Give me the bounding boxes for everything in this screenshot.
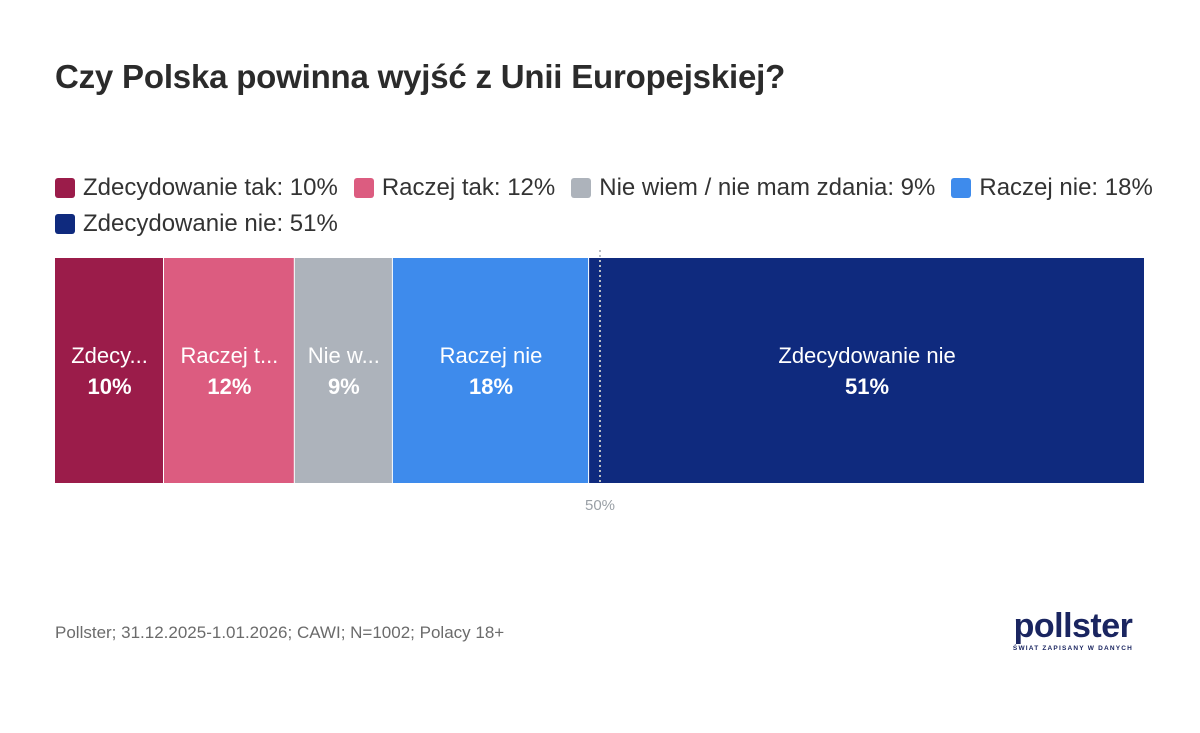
bar-segment-0 [55,258,163,483]
bar-segment-3 [392,258,589,483]
segment-value-1: 12% [207,374,251,399]
segment-value-3: 18% [469,374,513,399]
legend-label: Raczej tak: 12% [381,174,556,201]
legend-swatch [353,178,374,198]
legend-label: Zdecydowanie tak: 10% [83,174,338,201]
legend-label: Nie wiem / nie mam zdania: 9% [599,174,936,201]
segment-label-2: Nie w... [308,343,380,368]
legend-swatch [55,214,75,234]
segment-value-2: 9% [328,374,360,399]
pollster-logo: pollster ŚWIAT ZAPISANY W DANYCH [1008,608,1138,652]
legend-item-raczej-nie: Raczej nie: 18% [951,172,1153,204]
bar-segment-4 [589,258,1144,483]
legend: Zdecydowanie tak: 10% Raczej tak: 12% Ni… [55,172,1155,240]
segment-value-4: 51% [845,374,889,399]
source-note: Pollster; 31.12.2025-1.01.2026; CAWI; N=… [55,623,505,642]
logo-tagline: ŚWIAT ZAPISANY W DANYCH [1012,645,1134,652]
bar-segment-1 [164,258,294,483]
legend-label: Zdecydowanie nie: 51% [83,210,338,237]
segment-label-4: Zdecydowanie nie [778,343,955,368]
legend-item-zdecydowanie-nie: Zdecydowanie nie: 51% [55,208,338,240]
legend-item-nie-wiem: Nie wiem / nie mam zdania: 9% [571,172,935,204]
segment-label-3: Raczej nie [440,343,543,368]
chart-title: Czy Polska powinna wyjść z Unii Europejs… [55,58,786,95]
segment-value-0: 10% [87,374,131,399]
logo-wordmark: pollster [1013,607,1133,645]
reference-line-label: 50% [585,497,615,514]
bar-segment-2 [294,258,392,483]
segment-label-1: Raczej t... [180,343,278,368]
legend-label: Raczej nie: 18% [979,174,1153,201]
legend-swatch [571,178,592,198]
legend-swatch [55,178,75,198]
segment-label-0: Zdecy... [71,343,148,368]
legend-swatch [951,178,972,198]
legend-item-raczej-tak: Raczej tak: 12% [353,172,556,204]
legend-item-zdecydowanie-tak: Zdecydowanie tak: 10% [55,172,338,204]
